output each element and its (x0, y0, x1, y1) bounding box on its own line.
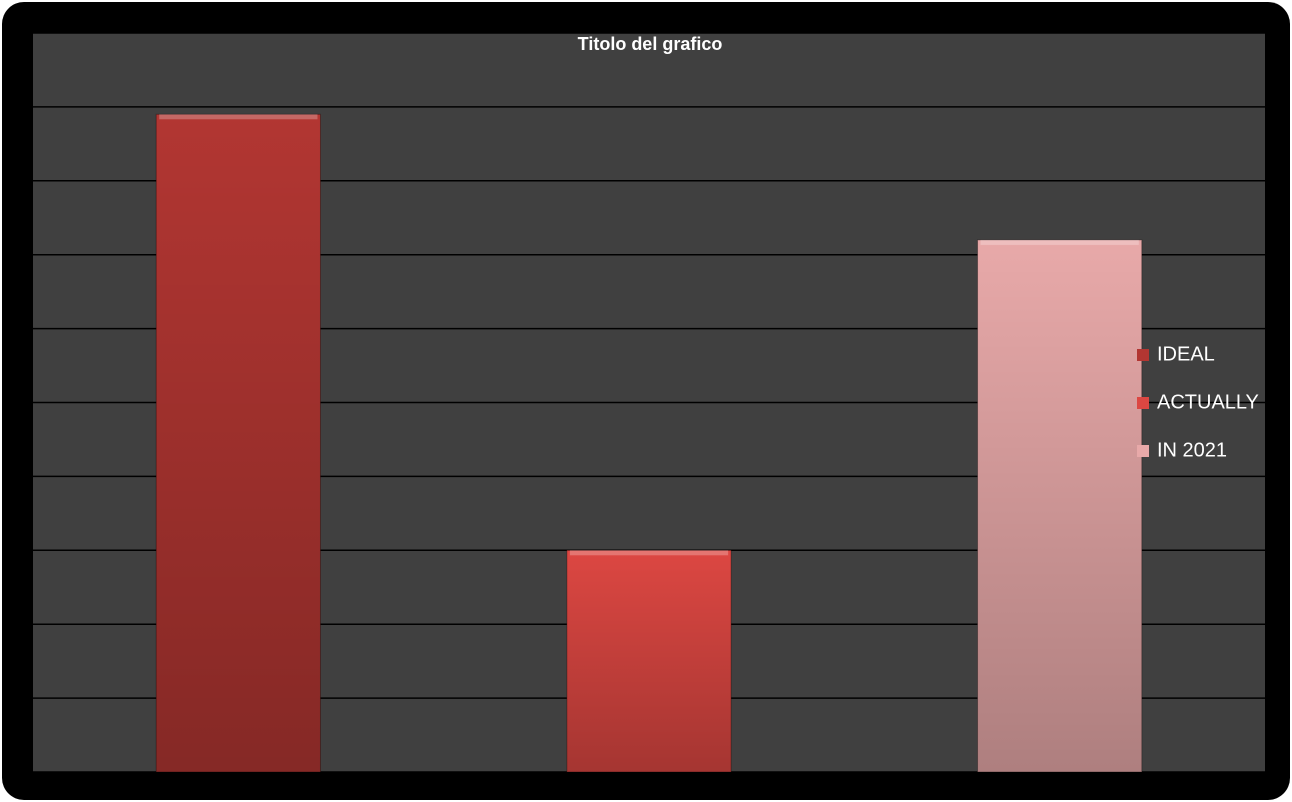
legend-label: IDEAL (1157, 343, 1215, 365)
bar-bevel (159, 114, 318, 120)
bar (155, 113, 321, 773)
chart-title: Titolo del grafico (578, 34, 723, 54)
legend-swatch (1137, 397, 1149, 409)
bar (977, 239, 1143, 773)
legend-label: IN 2021 (1157, 439, 1227, 461)
legend-swatch (1137, 445, 1149, 457)
bar (566, 549, 732, 773)
bar-bevel (569, 550, 729, 556)
legend-swatch (1137, 349, 1149, 361)
legend-label: ACTUALLY (1157, 391, 1259, 413)
bar-bevel (980, 239, 1139, 245)
